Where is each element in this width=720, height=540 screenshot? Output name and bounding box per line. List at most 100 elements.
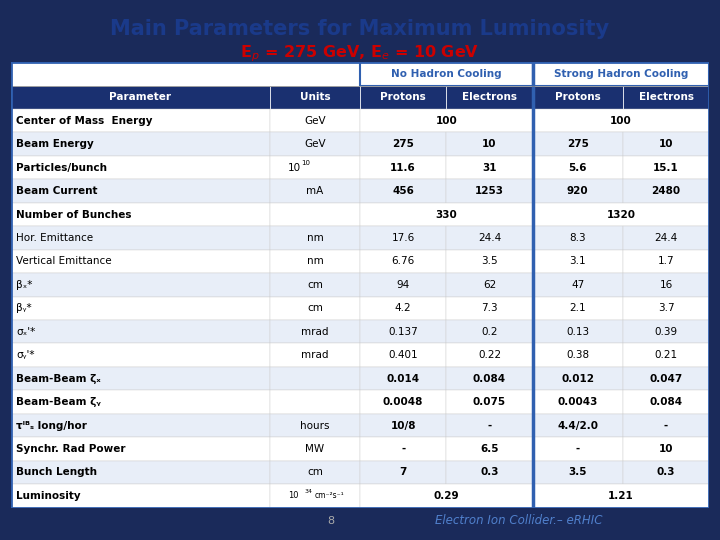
Text: Units: Units — [300, 92, 330, 102]
Text: 94: 94 — [397, 280, 410, 290]
Bar — [446, 343, 533, 367]
Text: cm: cm — [307, 468, 323, 477]
Text: Parameter: Parameter — [109, 92, 171, 102]
Text: 10: 10 — [659, 444, 673, 454]
Bar — [270, 179, 360, 203]
Bar — [270, 461, 360, 484]
Text: 1.21: 1.21 — [608, 491, 634, 501]
Bar — [11, 249, 270, 273]
Text: 275: 275 — [392, 139, 414, 149]
Bar — [270, 109, 360, 132]
Bar — [360, 203, 533, 226]
Text: 0.075: 0.075 — [473, 397, 506, 407]
Bar — [623, 132, 709, 156]
Text: 6.76: 6.76 — [392, 256, 415, 266]
Bar — [11, 320, 270, 343]
Bar — [11, 132, 270, 156]
Bar — [11, 226, 270, 249]
Text: hours: hours — [300, 421, 330, 430]
Text: 17.6: 17.6 — [392, 233, 415, 243]
Text: 100: 100 — [610, 116, 631, 126]
Bar — [360, 226, 446, 249]
Bar — [270, 226, 360, 249]
Bar — [360, 249, 446, 273]
Text: 16: 16 — [660, 280, 672, 290]
Bar — [533, 62, 709, 85]
Text: 0.014: 0.014 — [387, 374, 420, 383]
Text: σᵧ'*: σᵧ'* — [17, 350, 35, 360]
Text: -: - — [664, 421, 668, 430]
Text: 62: 62 — [483, 280, 496, 290]
Bar — [270, 390, 360, 414]
Text: 1320: 1320 — [606, 210, 636, 219]
Text: 5.6: 5.6 — [569, 163, 587, 173]
Bar — [360, 390, 446, 414]
Text: 0.012: 0.012 — [562, 374, 594, 383]
Text: E$_p$ = 275 GeV, E$_e$ = 10 GeV: E$_p$ = 275 GeV, E$_e$ = 10 GeV — [240, 43, 480, 64]
Bar — [623, 414, 709, 437]
Bar — [11, 156, 270, 179]
Text: Electron Ion Collider.– eRHIC: Electron Ion Collider.– eRHIC — [435, 514, 602, 526]
Bar — [360, 62, 533, 85]
Bar — [360, 109, 533, 132]
Text: -: - — [487, 421, 492, 430]
Text: 0.2: 0.2 — [481, 327, 498, 337]
Text: 10: 10 — [288, 163, 302, 173]
Bar — [623, 390, 709, 414]
Bar — [623, 461, 709, 484]
Text: Bunch Length: Bunch Length — [17, 468, 97, 477]
Text: 456: 456 — [392, 186, 414, 196]
Bar — [623, 156, 709, 179]
Bar — [446, 179, 533, 203]
Text: 0.13: 0.13 — [566, 327, 590, 337]
Text: Strong Hadron Cooling: Strong Hadron Cooling — [554, 69, 688, 79]
Bar — [533, 226, 623, 249]
Bar — [360, 132, 446, 156]
Bar — [11, 484, 270, 508]
Bar — [533, 343, 623, 367]
Text: 6.5: 6.5 — [480, 444, 499, 454]
Text: 3.1: 3.1 — [570, 256, 586, 266]
Bar — [533, 414, 623, 437]
Text: 100: 100 — [436, 116, 457, 126]
Text: βᵧ*: βᵧ* — [17, 303, 32, 313]
Text: 0.084: 0.084 — [649, 397, 683, 407]
Text: 10: 10 — [288, 491, 298, 501]
Text: 15.1: 15.1 — [653, 163, 679, 173]
Bar — [623, 85, 709, 109]
Text: MW: MW — [305, 444, 325, 454]
Bar — [623, 296, 709, 320]
Bar — [270, 132, 360, 156]
Bar — [270, 367, 360, 390]
Bar — [446, 85, 533, 109]
Text: 10/8: 10/8 — [390, 421, 416, 430]
Text: Center of Mass  Energy: Center of Mass Energy — [17, 116, 153, 126]
Bar — [446, 226, 533, 249]
Bar — [360, 414, 446, 437]
Text: nm: nm — [307, 233, 323, 243]
Bar — [360, 320, 446, 343]
Text: σₓ'*: σₓ'* — [17, 327, 35, 337]
Bar — [446, 249, 533, 273]
Bar — [533, 109, 709, 132]
Text: Luminosity: Luminosity — [17, 491, 81, 501]
Text: 47: 47 — [571, 280, 585, 290]
Text: 275: 275 — [567, 139, 589, 149]
Text: Hor. Emittance: Hor. Emittance — [17, 233, 94, 243]
Text: 3.5: 3.5 — [481, 256, 498, 266]
Bar — [446, 320, 533, 343]
Text: 11.6: 11.6 — [390, 163, 416, 173]
Bar — [623, 343, 709, 367]
Bar — [270, 85, 360, 109]
Text: 0.401: 0.401 — [388, 350, 418, 360]
Text: 0.29: 0.29 — [433, 491, 459, 501]
Bar — [533, 437, 623, 461]
Text: 0.21: 0.21 — [654, 350, 678, 360]
Bar — [533, 296, 623, 320]
Text: 34: 34 — [304, 489, 312, 494]
Bar — [270, 156, 360, 179]
Bar — [623, 273, 709, 296]
Bar — [11, 179, 270, 203]
Text: 8.3: 8.3 — [570, 233, 586, 243]
Bar — [533, 156, 623, 179]
